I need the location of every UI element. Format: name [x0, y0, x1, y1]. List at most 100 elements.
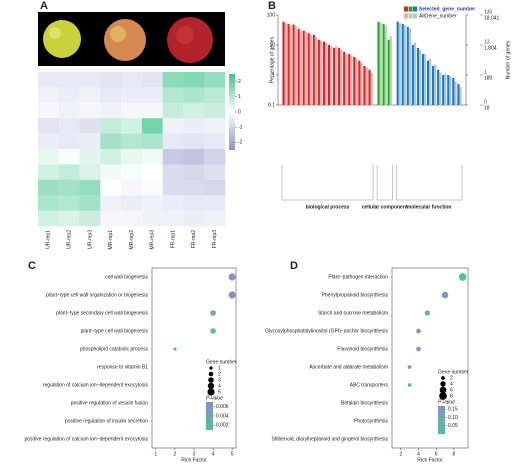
heatmap-cell [38, 102, 60, 119]
x-tick-label: 8 [452, 451, 455, 457]
size-legend-title: Gene number [206, 359, 237, 365]
color-legend-title: P-value [438, 399, 455, 405]
heatmap-cell [100, 102, 122, 119]
colorbar [229, 74, 235, 150]
heatmap-cell [141, 195, 163, 211]
heatmap-cell [162, 118, 184, 134]
highlight [176, 26, 194, 44]
bar [317, 39, 320, 105]
heatmap-cell [183, 179, 205, 196]
heatmap-cell [183, 164, 205, 181]
fruit-unripe [43, 20, 81, 58]
size-legend-dot [440, 381, 446, 387]
heatmap-cell [100, 133, 122, 150]
category-label: Plant−pathogen interaction [328, 274, 388, 280]
color-legend-label: 0.002 [216, 423, 229, 429]
bar [289, 25, 292, 105]
heatmap-cell [183, 72, 205, 88]
size-legend-label: 1 [218, 365, 221, 371]
bar [319, 40, 323, 105]
bar [398, 22, 401, 105]
heatmap-cell [204, 133, 226, 150]
colorbar-label: 0 [238, 109, 241, 115]
bubble [407, 383, 412, 387]
bubble [441, 291, 449, 299]
legend-label: AllGene_number [419, 13, 457, 19]
bar [368, 69, 371, 105]
legend-swatch [404, 6, 408, 12]
bubble [210, 310, 216, 316]
y-tick-label: 100 [267, 12, 276, 18]
heatmap-cell [79, 118, 101, 134]
bar [302, 30, 305, 105]
bar [418, 49, 422, 105]
size-legend-label: 3 [218, 377, 221, 383]
heatmap-cell [79, 149, 101, 165]
bar [353, 56, 356, 105]
heatmap-cell [183, 133, 205, 150]
column-label: UR-rep3 [87, 230, 93, 249]
category-label: phospholipid catabolic process [80, 346, 149, 352]
bar [377, 21, 380, 105]
panel-label: A [40, 0, 48, 12]
size-legend-dot [207, 388, 215, 396]
category-label: ABC transporters [350, 382, 389, 388]
size-legend-label: 5 [218, 389, 221, 395]
bar [358, 60, 361, 105]
category-label: cell wall biogenesis [105, 274, 148, 280]
heatmap-cell [141, 164, 163, 181]
group-label: cellular component [362, 204, 408, 210]
bar [340, 49, 343, 105]
plot-frame [151, 267, 237, 449]
x-tick-label: 6 [435, 451, 438, 457]
size-legend-dot [208, 371, 214, 377]
heatmap-cell [38, 72, 60, 88]
heatmap-cell [141, 72, 163, 88]
heatmap-cell [121, 164, 143, 181]
heatmap-cell [204, 195, 226, 211]
category-label: Glycosylphosphatidylinositol (GPI)−ancho… [265, 328, 388, 334]
bar [437, 69, 440, 105]
x-tick-label: 5 [231, 451, 234, 457]
bar [294, 26, 297, 105]
bubble [228, 291, 236, 299]
category-label: response to vitamin B1 [97, 364, 148, 370]
bar [327, 45, 331, 105]
size-legend-label: 2 [218, 371, 221, 377]
category-label: Starch and sucrose metabolism [318, 310, 388, 316]
heatmap-cell [121, 102, 143, 119]
heatmap-cell [38, 87, 60, 104]
heatmap-cell [38, 118, 60, 134]
y-axis-label: Percentage of genes [269, 36, 275, 83]
panel-label: B [268, 0, 276, 12]
size-legend-dot [207, 382, 215, 390]
colorbar-label: 2 [238, 79, 241, 85]
group-bracket [376, 165, 393, 201]
heatmap-cell [38, 133, 60, 150]
x-axis-label: Rich Factor [417, 457, 443, 463]
heatmap-cell [121, 87, 143, 104]
column-label: FR-rep2 [191, 230, 197, 249]
y3-tick-label: 0 [484, 99, 487, 105]
bar [304, 31, 307, 105]
column-label: MR-rep1 [108, 230, 114, 250]
heatmap-cell [58, 210, 80, 227]
size-legend-label: 4 [450, 381, 453, 387]
heatmap-cell [79, 133, 101, 150]
column-label: MR-rep3 [150, 230, 156, 250]
heatmap-cell [38, 149, 60, 165]
heatmap-cell [58, 149, 80, 165]
heatmap-cell [204, 149, 226, 165]
heatmap-cell [79, 87, 101, 104]
highlight [110, 26, 126, 42]
heatmap-cell [58, 195, 80, 211]
bubble [424, 310, 431, 316]
fruit-photos [38, 12, 225, 66]
bubble [458, 273, 467, 281]
group-label: biological process [306, 204, 350, 210]
bar [389, 35, 392, 105]
heatmap-cell [79, 210, 101, 227]
color-legend-bar [206, 402, 213, 430]
bubble [173, 347, 177, 351]
bar [403, 25, 406, 105]
